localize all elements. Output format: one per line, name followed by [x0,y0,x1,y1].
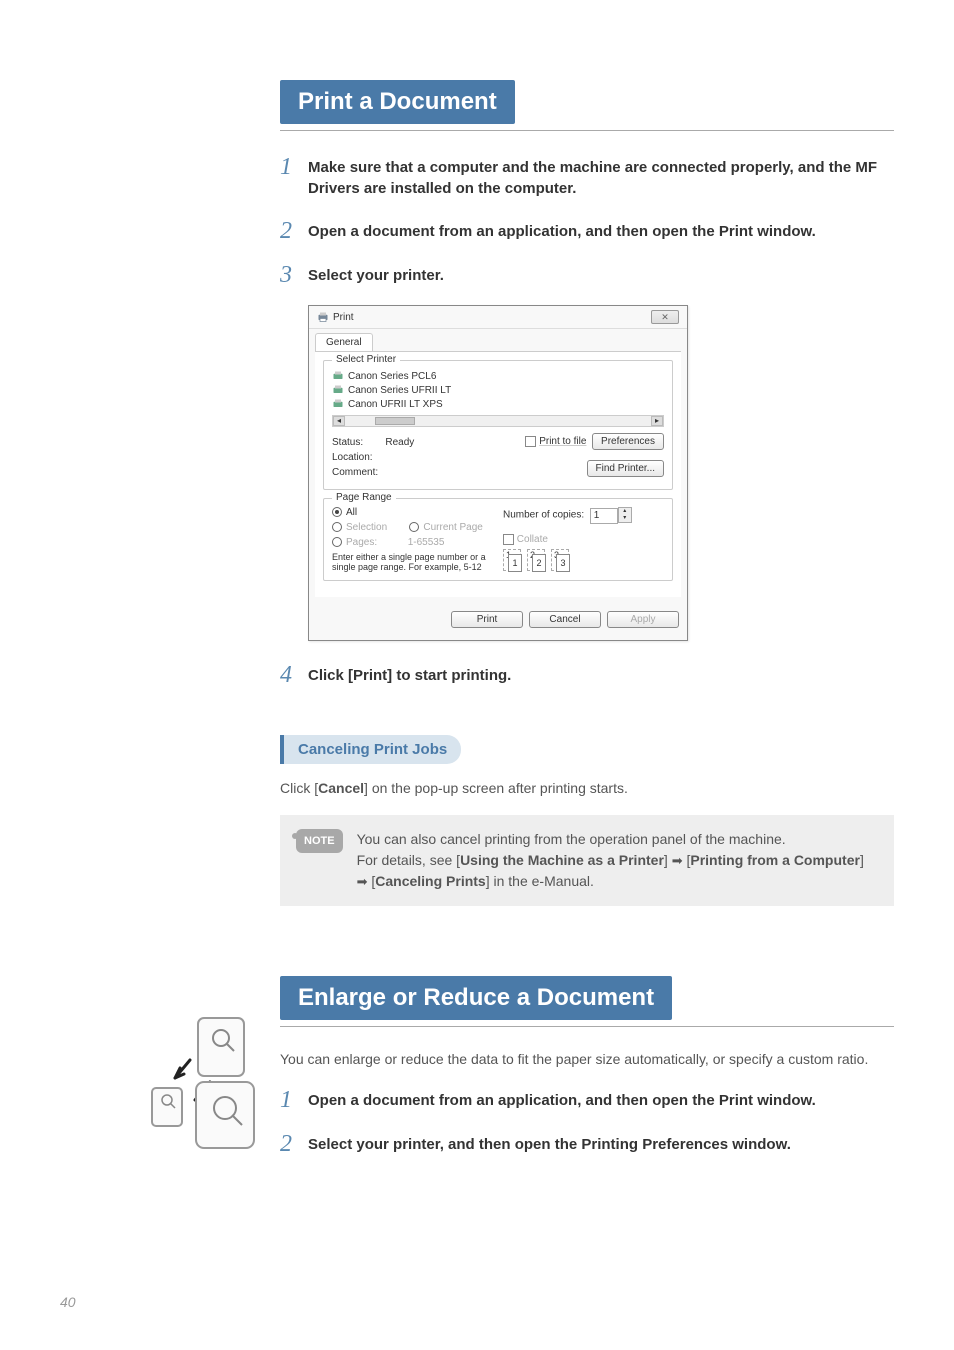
collate-label: Collate [517,534,548,545]
note-box: NOTE You can also cancel printing from t… [280,815,894,906]
dialog-titlebar: Print ✕ [309,306,687,329]
note-text: You can also cancel printing from the op… [357,829,878,892]
radio-selection [332,522,342,532]
print-button[interactable]: Print [451,611,523,628]
printer-icon [332,398,344,410]
s2-step-2: 2 Select your printer, and then open the… [280,1130,894,1156]
cancel-instruction: Click [Cancel] on the pop-up screen afte… [280,778,894,799]
section-underline [280,130,894,131]
scroll-right[interactable]: ▸ [651,416,663,426]
step-number: 1 [280,153,308,179]
preferences-button[interactable]: Preferences [592,433,664,450]
section2-intro: You can enlarge or reduce the data to fi… [280,1049,894,1070]
close-button[interactable]: ✕ [651,310,679,324]
note-badge: NOTE [296,829,343,853]
pages-hint: Enter either a single page number or a s… [332,552,492,572]
section-title-print: Print a Document [280,80,515,124]
group-label: Page Range [332,492,396,503]
copies-input[interactable]: 1 [590,508,618,524]
step-1: 1 Make sure that a computer and the mach… [280,153,894,199]
page-number: 40 [60,1294,76,1310]
copies-spinner[interactable]: ▴▾ [618,507,632,523]
cancel-button[interactable]: Cancel [529,611,601,628]
status-block: Status: Ready Location: Comment: [332,435,414,480]
dialog-footer: Print Cancel Apply [309,603,687,640]
radio-selection-label: Selection [346,522,387,533]
scroll-thumb[interactable] [375,417,415,425]
dialog-body: Select Printer Canon Series PCL6 Canon S… [315,351,681,597]
step-number: 1 [280,1086,308,1112]
status-value: Ready [385,437,414,448]
printer-icon [317,311,329,323]
step-number: 2 [280,217,308,243]
print-dialog: Print ✕ General Select Printer Canon Ser… [308,305,688,641]
copies-label: Number of copies: [503,510,584,521]
radio-current-page [409,522,419,532]
s2-step-1: 1 Open a document from an application, a… [280,1086,894,1112]
radio-all[interactable] [332,507,342,517]
select-printer-group: Select Printer Canon Series PCL6 Canon S… [323,360,673,490]
comment-label: Comment: [332,465,414,480]
section-title-enlarge: Enlarge or Reduce a Document [280,976,672,1020]
step-text: Click [Print] to start printing. [308,661,511,686]
printer-item[interactable]: Canon UFRII LT XPS [332,397,664,411]
scrollbar[interactable]: ◂ ▸ [332,415,664,427]
step-2: 2 Open a document from an application, a… [280,217,894,243]
radio-pages[interactable] [332,537,342,547]
step-number: 2 [280,1130,308,1156]
step-3: 3 Select your printer. [280,261,894,287]
step-text: Open a document from an application, and… [308,1086,816,1111]
enlarge-reduce-icon [140,1010,260,1150]
step-number: 3 [280,261,308,287]
printer-name: Canon UFRII LT XPS [348,399,443,410]
group-label: Select Printer [332,354,400,365]
collate-checkbox [503,534,514,545]
step-number: 4 [280,661,308,687]
status-label: Status: [332,437,363,448]
step-text: Make sure that a computer and the machin… [308,153,894,199]
printer-name: Canon Series UFRII LT [348,385,451,396]
printer-item[interactable]: Canon Series UFRII LT [332,383,664,397]
pages-value: 1-65535 [408,537,445,548]
step-text: Select your printer, and then open the P… [308,1130,791,1155]
print-to-file-label: Print to file [539,436,586,447]
find-printer-button[interactable]: Find Printer... [587,460,664,477]
tab-general[interactable]: General [315,333,373,351]
section-underline [280,1026,894,1027]
radio-current-page-label: Current Page [423,522,482,533]
location-label: Location: [332,450,414,465]
step-text: Open a document from an application, and… [308,217,816,242]
step-text: Select your printer. [308,261,444,286]
step-4: 4 Click [Print] to start printing. [280,661,894,687]
apply-button: Apply [607,611,679,628]
sub-header-cancel: Canceling Print Jobs [280,735,461,764]
collate-preview: 11 22 33 [503,549,664,571]
radio-pages-label: Pages: [346,537,377,548]
dialog-title-text: Print [333,312,354,323]
radio-all-label: All [346,507,357,518]
printer-item[interactable]: Canon Series PCL6 [332,369,664,383]
printer-name: Canon Series PCL6 [348,371,436,382]
print-to-file-checkbox[interactable] [525,436,536,447]
printer-icon [332,370,344,382]
page-range-group: Page Range All Selection Current Page Pa… [323,498,673,581]
printer-icon [332,384,344,396]
scroll-left[interactable]: ◂ [333,416,345,426]
